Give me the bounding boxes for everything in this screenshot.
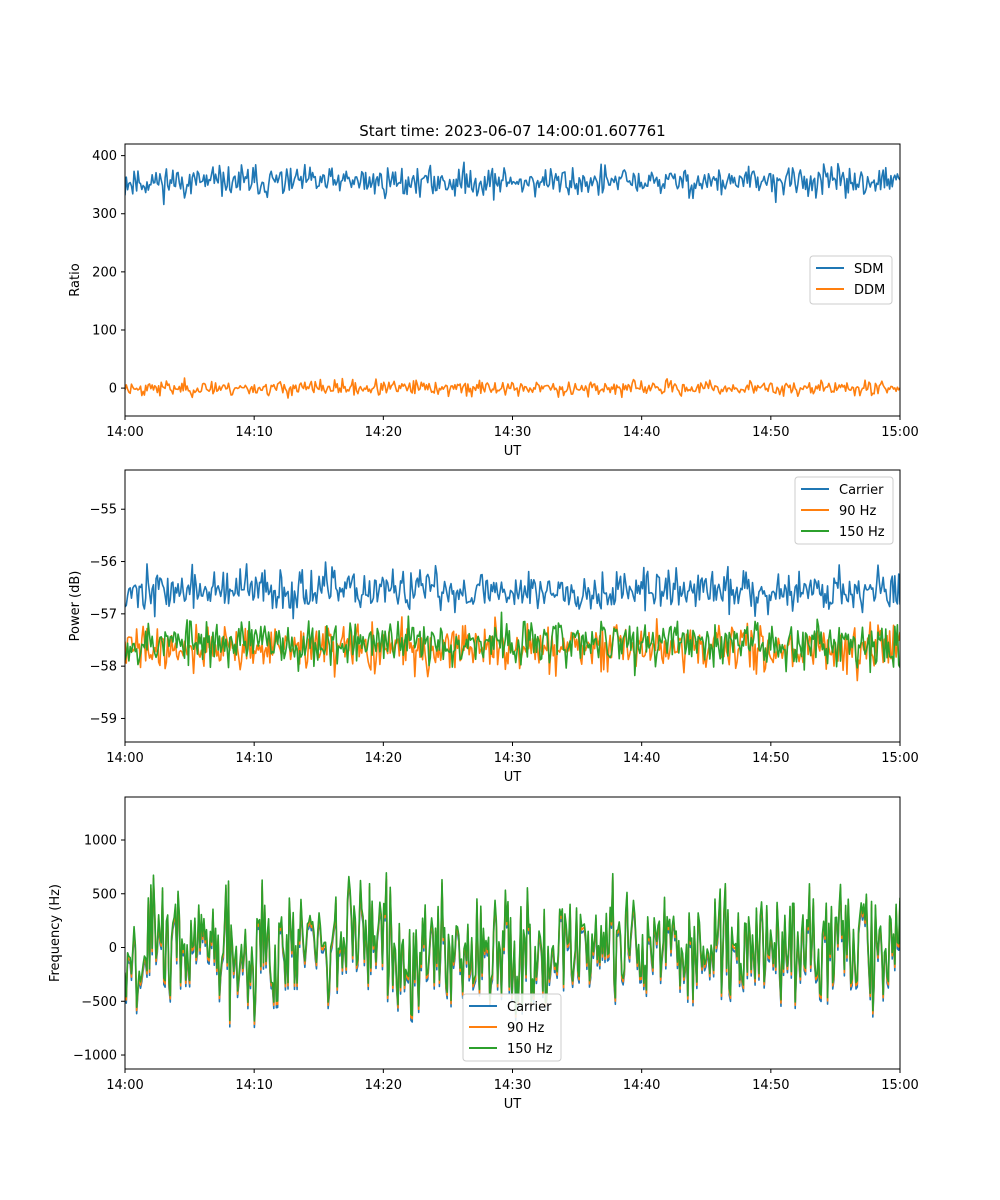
y-tick-label: 0 bbox=[109, 382, 117, 397]
x-tick-label: 14:50 bbox=[752, 1078, 789, 1093]
x-tick-label: 14:40 bbox=[623, 751, 660, 766]
legend-box bbox=[462, 993, 562, 1062]
x-tick-label: 14:10 bbox=[235, 751, 272, 766]
x-tick-label: 15:00 bbox=[881, 751, 918, 766]
x-tick-label: 14:10 bbox=[235, 1078, 272, 1093]
series-lines bbox=[125, 161, 900, 399]
x-tick-label: 14:20 bbox=[365, 425, 402, 440]
series-lines bbox=[125, 561, 900, 682]
legend: Carrier 90 Hz 150 Hz bbox=[794, 476, 894, 545]
y-axis-label: Ratio bbox=[68, 263, 83, 296]
y-tick-label: −58 bbox=[90, 660, 117, 675]
y-tick-label: −57 bbox=[90, 607, 117, 622]
legend-label: 150 Hz bbox=[839, 525, 885, 540]
x-tick-label: 14:20 bbox=[365, 751, 402, 766]
y-tick-label: −55 bbox=[90, 503, 117, 518]
x-axis-label: UT bbox=[504, 1097, 522, 1112]
legend-box bbox=[794, 476, 894, 545]
legend-label: 150 Hz bbox=[507, 1042, 553, 1057]
series-line-150-hz bbox=[125, 872, 900, 1022]
chart-panel-3: 14:00 14:10 14:20 14:30 14:40 14:50 15:00 −1000… bbox=[48, 796, 919, 1112]
axes-frame bbox=[124, 469, 901, 743]
legend-label: Carrier bbox=[507, 1000, 552, 1015]
legend-label: DDM bbox=[854, 283, 885, 298]
x-tick-label: 14:40 bbox=[623, 425, 660, 440]
y-axis-label: Frequency (Hz) bbox=[48, 884, 63, 982]
y-tick-label: 1000 bbox=[84, 834, 117, 849]
x-tick-label: 14:30 bbox=[494, 751, 531, 766]
x-axis-label: UT bbox=[504, 444, 522, 459]
series-line-sdm bbox=[125, 161, 900, 206]
x-tick-label: 14:10 bbox=[235, 425, 272, 440]
x-tick-label: 14:30 bbox=[494, 425, 531, 440]
chart-panel-2: 14:00 14:10 14:20 14:30 14:40 14:50 15:00 −59 −5… bbox=[68, 469, 919, 785]
legend-label: Carrier bbox=[839, 483, 884, 498]
x-tick-label: 15:00 bbox=[881, 1078, 918, 1093]
y-axis-label: Power (dB) bbox=[68, 571, 83, 642]
x-tick-label: 14:00 bbox=[106, 751, 143, 766]
y-tick-label: 500 bbox=[92, 887, 117, 902]
x-tick-label: 14:50 bbox=[752, 751, 789, 766]
y-tick-label: 400 bbox=[92, 149, 117, 164]
legend-label: 90 Hz bbox=[507, 1021, 544, 1036]
x-axis-label: UT bbox=[504, 770, 522, 785]
x-tick-label: 14:30 bbox=[494, 1078, 531, 1093]
x-tick-label: 14:00 bbox=[106, 425, 143, 440]
y-tick-label: −56 bbox=[90, 555, 117, 570]
chart-panel-1: 14:00 14:10 14:20 14:30 14:40 14:50 15:00 0 100 2… bbox=[68, 122, 919, 459]
x-tick-label: 14:50 bbox=[752, 425, 789, 440]
series-lines bbox=[125, 872, 900, 1029]
y-tick-label: −1000 bbox=[73, 1049, 117, 1064]
y-tick-label: 300 bbox=[92, 207, 117, 222]
y-tick-label: −59 bbox=[90, 712, 117, 727]
chart-title: Start time: 2023-06-07 14:00:01.607761 bbox=[359, 122, 665, 140]
legend: SDM DDM bbox=[809, 255, 893, 305]
y-tick-label: 0 bbox=[109, 941, 117, 956]
x-tick-label: 14:20 bbox=[365, 1078, 402, 1093]
y-tick-label: −500 bbox=[81, 995, 117, 1010]
legend-label: SDM bbox=[854, 262, 883, 277]
x-tick-label: 14:40 bbox=[623, 1078, 660, 1093]
x-tick-label: 14:00 bbox=[106, 1078, 143, 1093]
series-line-ddm bbox=[125, 377, 900, 399]
legend-label: 90 Hz bbox=[839, 504, 876, 519]
y-tick-label: 100 bbox=[92, 323, 117, 338]
axes-frame bbox=[124, 143, 901, 417]
series-line-150-hz bbox=[125, 611, 900, 677]
legend: Carrier 90 Hz 150 Hz bbox=[462, 993, 562, 1062]
y-tick-label: 200 bbox=[92, 265, 117, 280]
x-tick-label: 15:00 bbox=[881, 425, 918, 440]
series-line-carrier bbox=[125, 561, 900, 620]
